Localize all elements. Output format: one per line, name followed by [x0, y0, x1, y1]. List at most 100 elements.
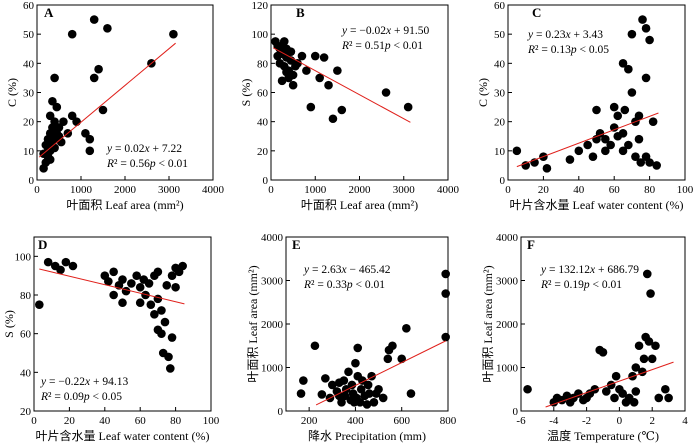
panel-a-letter: A [44, 5, 54, 20]
panel-c-ylabel: C (%) [476, 78, 490, 107]
panel-d-point-4 [61, 257, 71, 267]
panel-f-point-36 [629, 398, 639, 407]
panel-c-point-19 [624, 64, 633, 74]
panel-c-xtick-label-0: 0 [505, 184, 511, 196]
panel-d-point-18 [146, 300, 156, 309]
panel-a-point-31 [169, 29, 178, 39]
panel-e-point-38 [441, 269, 450, 279]
panel-b-point-25 [328, 114, 338, 124]
panel-c-ytick-label-4: 40 [494, 58, 506, 70]
panel-b-point-33 [291, 61, 300, 71]
panel-b-point-19 [302, 66, 311, 75]
panel-d-point-30 [167, 333, 177, 342]
panel-d-point-3 [56, 265, 65, 275]
panel-a-point-34 [85, 146, 95, 156]
panel-f: -6 -4 -2 0 2 4 0 1000 2000 3000 4000 温度 Temperature… [481, 232, 688, 443]
panel-b-ytick-label-1: 20 [257, 146, 269, 158]
panel-e-point-2 [310, 341, 320, 351]
panel-c-xtick-label-2: 40 [573, 184, 585, 196]
panel-c-equation: y = 0.23x + 3.43 [527, 29, 603, 41]
panel-f-point-16 [610, 393, 619, 403]
panel-d-point-35 [178, 261, 187, 271]
panel-f-point-27 [644, 337, 654, 346]
panel-d-point-29 [165, 364, 175, 373]
panel-e-point-39 [441, 289, 450, 298]
panel-f-point-23 [634, 341, 644, 351]
panel-e-point-37 [406, 389, 416, 398]
panel-b-ylabel: S (%) [239, 79, 253, 107]
panel-b-ytick-label-4: 80 [257, 58, 269, 70]
panel-b-point-10 [288, 70, 298, 80]
panel-c-point-38 [565, 155, 575, 164]
panel-e-point-20 [353, 343, 363, 353]
panel-f-ytick-label-1: 1000 [496, 363, 519, 375]
panel-a-ytick-label-2: 20 [23, 117, 35, 129]
panel-f-ytick-label-3: 3000 [496, 276, 519, 288]
panel-e-ytick-label-0: 0 [278, 406, 284, 418]
panel-d-point-36 [135, 298, 145, 308]
panel-c-point-27 [636, 158, 646, 167]
panel-f-point-4 [562, 391, 572, 401]
panel-a-point-18 [59, 117, 68, 126]
panel-d-fit-line [39, 268, 185, 305]
panel-d-point-23 [157, 306, 166, 315]
panel-a-equation: y = 0.02x + 7.22 [106, 143, 182, 155]
panel-c-point-4 [542, 164, 552, 173]
panel-d-point-8 [109, 267, 118, 277]
panel-a-xtick-label-0: 0 [34, 184, 40, 196]
panel-f-point-14 [601, 387, 611, 396]
panel-c-point-10 [601, 146, 610, 156]
panel-b-point-24 [324, 80, 333, 90]
panel-e-point-42 [334, 378, 344, 388]
panel-d-point-28 [164, 352, 173, 362]
panel-e-xlabel: 降水 Precipitation (mm) [308, 429, 426, 443]
panel-c-point-16 [618, 129, 628, 138]
panel-e-point-27 [365, 389, 374, 398]
panel-f-point-26 [642, 269, 652, 279]
panel-e-ylabel: 叶面积 Leaf area (mm²) [246, 265, 260, 382]
panel-e-point-13 [344, 367, 353, 377]
panel-f-point-22 [631, 363, 641, 372]
panel-d-equation: y = −0.22x + 94.13 [40, 376, 128, 388]
panel-a-fit-line [38, 42, 176, 158]
panel-f-ylabel: 叶面积 Leaf area (mm²) [481, 265, 495, 382]
panel-a-xtick-label-2: 2000 [114, 184, 137, 196]
panel-d-ytick-label-0: 20 [20, 406, 32, 418]
panel-f-ytick-label-4: 4000 [496, 232, 519, 244]
panel-a-point-28 [98, 105, 108, 115]
panel-d-point-24 [157, 329, 166, 338]
panel-c-xtick-label-4: 80 [644, 184, 656, 196]
panel-e-xtick-label-0: 200 [301, 415, 318, 427]
panel-c-point-5 [574, 146, 584, 156]
panel-a-xtick-label-4: 4000 [202, 184, 225, 196]
panel-d-point-12 [127, 279, 136, 288]
panel-f-xtick-label-3: 0 [617, 415, 623, 427]
panel-e-equation: y = 2.63x − 465.42 [303, 264, 391, 276]
panel-d-point-33 [171, 282, 180, 292]
panel-c-fit-line [516, 112, 659, 168]
panel-b-point-32 [286, 47, 296, 56]
panel-e: 200 400 600 800 0 1000 2000 3000 4000 降水 Precipit… [246, 232, 457, 443]
panel-c-point-35 [652, 161, 661, 170]
panel-a-point-15 [50, 73, 59, 83]
panel-a-point-20 [67, 111, 77, 121]
panel-c-point-0 [512, 146, 522, 156]
panel-b-point-31 [282, 67, 291, 77]
panel-a-r2: R² = 0.56p < 0.01 [106, 158, 188, 170]
panel-a-ytick-label-3: 30 [23, 88, 35, 100]
panel-c-ytick-label-3: 30 [494, 88, 506, 100]
panel-d-point-11 [121, 286, 131, 296]
panel-f-xlabel: 温度 Temperature (℃) [547, 428, 659, 443]
panel-c-point-6 [583, 140, 592, 150]
panel-d-point-22 [153, 294, 163, 304]
panel-a-point-35 [45, 155, 55, 164]
panel-c-point-13 [609, 123, 619, 132]
panel-a-xtick-label-1: 1000 [70, 184, 93, 196]
panel-b-point-30 [277, 76, 287, 86]
panel-d-ylabel: S (%) [2, 310, 16, 338]
panel-e-point-3 [317, 390, 327, 399]
panel-c-point-20 [624, 140, 633, 150]
panel-c-point-36 [609, 102, 619, 112]
panel-f-point-31 [654, 393, 664, 403]
panel-d-xlabel: 叶片含水量 Leaf water content (%) [36, 428, 210, 443]
